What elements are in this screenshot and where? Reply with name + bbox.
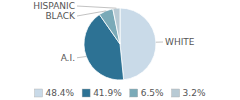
leader-line [77, 11, 106, 16]
leader-line [156, 42, 163, 43]
labels: WHITE A.I. BLACKHISPANIC [33, 1, 195, 63]
slice-label: HISPANIC [33, 1, 75, 11]
pie [84, 8, 156, 80]
legend-item: 41.9% [82, 88, 122, 98]
legend-label: 48.4% [46, 88, 75, 98]
leader-line [77, 6, 116, 8]
legend-label: 3.2% [183, 88, 206, 98]
legend-swatch [172, 89, 180, 97]
legend: 48.4% 41.9% 6.5% 3.2% [35, 88, 206, 98]
pie-slice [99, 9, 120, 44]
slice-label: BLACK [45, 11, 76, 21]
legend-label: 41.9% [93, 88, 122, 98]
legend-item: 48.4% [35, 88, 75, 98]
pie-slice [120, 8, 156, 80]
legend-swatch [82, 89, 90, 97]
legend-item: 6.5% [130, 88, 164, 98]
legend-swatch [35, 89, 43, 97]
slice-label: A.I. [61, 53, 75, 63]
legend-item: 3.2% [172, 88, 206, 98]
chart: WHITE A.I. BLACKHISPANIC 48.4% 41.9% 6.5% 3.2% [0, 0, 240, 100]
legend-swatch [130, 89, 138, 97]
pie-slice [113, 8, 120, 44]
legend-label: 6.5% [141, 88, 164, 98]
slice-label: WHITE [165, 37, 195, 47]
leader-line [77, 57, 86, 58]
